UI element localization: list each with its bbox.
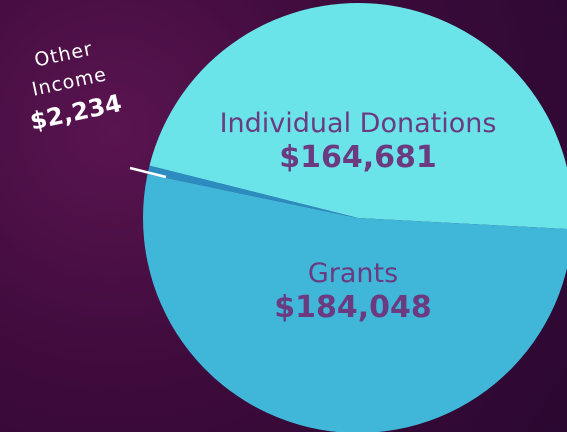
value-label: $184,048 (274, 290, 432, 325)
pie-slice (149, 3, 567, 230)
category-label: Individual Donations (219, 108, 497, 139)
slice-label: Individual Donations $164,681 (158, 108, 558, 176)
slice-label: Grants $184,048 (203, 258, 503, 326)
leader-line (129, 166, 167, 179)
pie-slice (147, 165, 358, 218)
value-label: $164,681 (279, 140, 437, 175)
pie-slice (143, 174, 567, 432)
category-label: Grants (307, 258, 399, 289)
